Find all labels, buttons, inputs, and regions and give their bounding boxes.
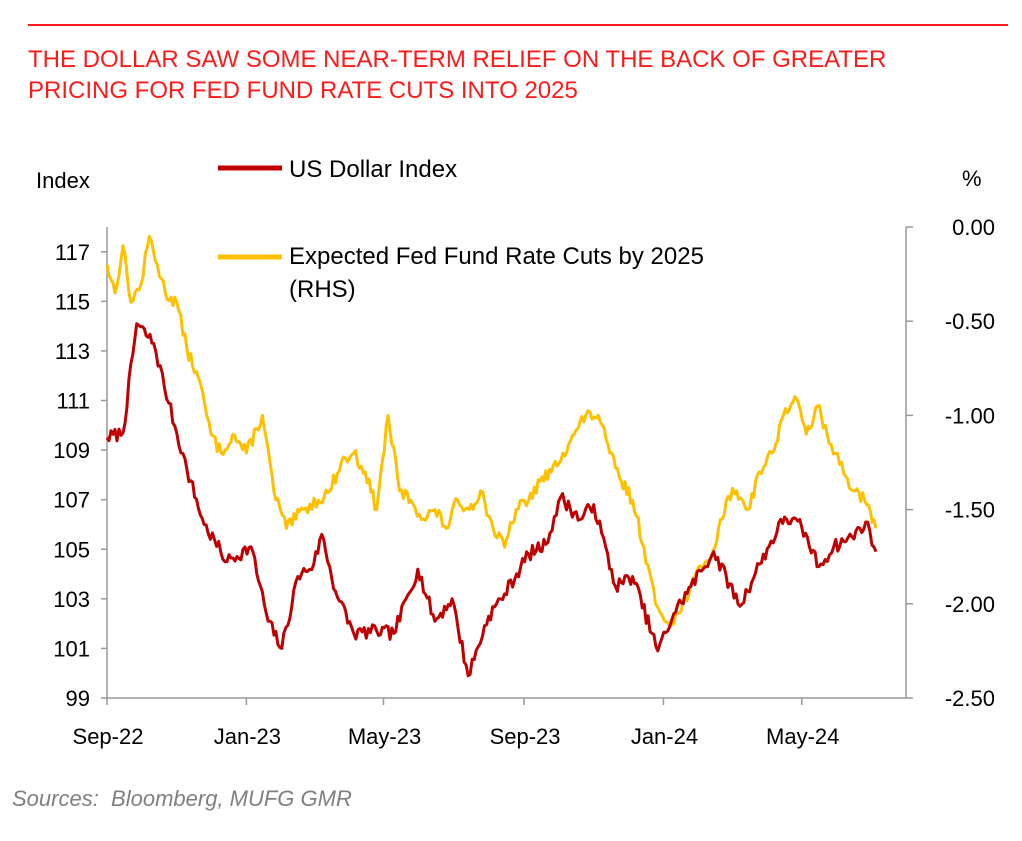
right-tick-label: -2.50 xyxy=(945,686,995,711)
left-tick-label: 101 xyxy=(53,636,90,661)
source-note: Sources: Bloomberg, MUFG GMR xyxy=(12,786,352,811)
left-tick-label: 113 xyxy=(55,339,90,364)
left-tick-label: 105 xyxy=(53,537,90,562)
x-tick-label: May-23 xyxy=(348,724,421,749)
left-tick-label: 103 xyxy=(53,587,90,612)
left-tick-label: 107 xyxy=(53,488,90,513)
right-tick-label: -1.50 xyxy=(945,498,995,523)
legend: US Dollar Index Expected Fed Fund Rate C… xyxy=(218,156,704,303)
usd-index-line xyxy=(105,322,878,678)
series-lines xyxy=(105,234,878,678)
chart-title: THE DOLLAR SAW SOME NEAR-TERM RELIEF ON … xyxy=(28,44,1008,106)
x-tick-label: Sep-23 xyxy=(490,724,561,749)
left-tick-label: 109 xyxy=(53,438,90,463)
axes: 117 115 113 111 109 107 105 103 101 99 0.00 -0.50 -1… xyxy=(53,215,995,749)
chart-title-line-2: PRICING FOR FED FUND RATE CUTS INTO 2025 xyxy=(28,77,578,104)
right-tick-label: -0.50 xyxy=(945,309,995,334)
chart-title-line-1: THE DOLLAR SAW SOME NEAR-TERM RELIEF ON … xyxy=(28,46,887,73)
legend-label-usd: US Dollar Index xyxy=(289,156,457,183)
right-tick-label: -1.00 xyxy=(945,403,995,428)
left-tick-label: 115 xyxy=(55,289,90,314)
x-tick-label: Sep-22 xyxy=(73,724,144,749)
right-tick-label: 0.00 xyxy=(952,215,995,240)
fed-cuts-line xyxy=(105,234,878,629)
left-tick-label: 117 xyxy=(55,240,90,265)
left-tick-label: 99 xyxy=(66,686,90,711)
right-tick-label: -2.00 xyxy=(945,592,995,617)
x-tick-label: May-24 xyxy=(766,724,839,749)
left-axis-label: Index xyxy=(36,168,90,193)
left-tick-label: 111 xyxy=(57,389,90,414)
x-tick-label: Jan-23 xyxy=(214,724,281,749)
legend-label-cuts: Expected Fed Fund Rate Cuts by 2025 xyxy=(289,243,704,270)
right-axis-label: % xyxy=(962,166,982,191)
legend-label-cuts-cont: (RHS) xyxy=(289,276,356,303)
x-tick-label: Jan-24 xyxy=(631,724,698,749)
title-rule xyxy=(28,24,1008,26)
